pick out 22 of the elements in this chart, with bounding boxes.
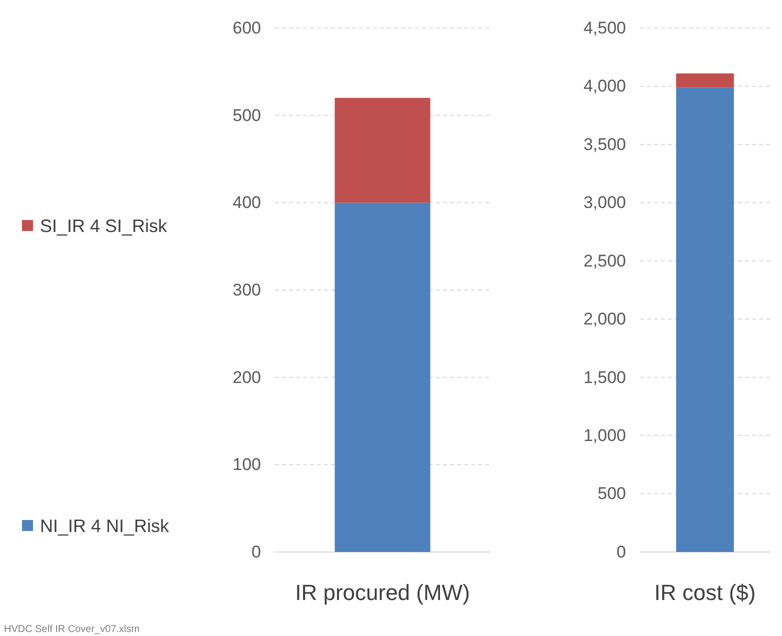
y-tick-label: 1,000 [583,426,626,445]
y-tick-label: 300 [232,280,261,300]
y-tick-label: 2,500 [583,251,626,270]
y-tick-label: 200 [232,368,261,387]
y-tick-label: 4,500 [583,18,626,38]
x-axis-title: IR procured (MW) [295,580,470,605]
y-tick-label: 3,000 [583,193,626,212]
y-tick-label: 1,500 [583,368,626,387]
y-tick-label: 100 [232,455,261,474]
y-tick-label: 3,500 [583,134,626,154]
legend-label: NI_IR 4 NI_Risk [40,516,170,536]
y-tick-label: 0 [616,542,626,562]
y-tick-label: 2,000 [583,310,626,329]
y-tick-label: 500 [232,106,261,125]
y-tick-label: 400 [232,193,261,212]
y-tick-label: 4,000 [583,76,626,96]
y-tick-label: 0 [252,542,261,562]
text: HVDC Self IR Cover_v07.xlsm [4,624,140,635]
legend-label: SI_IR 4 SI_Risk [40,216,168,236]
y-tick-label: 500 [598,484,626,504]
x-axis-title: IR cost ($) [654,580,756,605]
y-tick-label: 600 [232,18,261,38]
